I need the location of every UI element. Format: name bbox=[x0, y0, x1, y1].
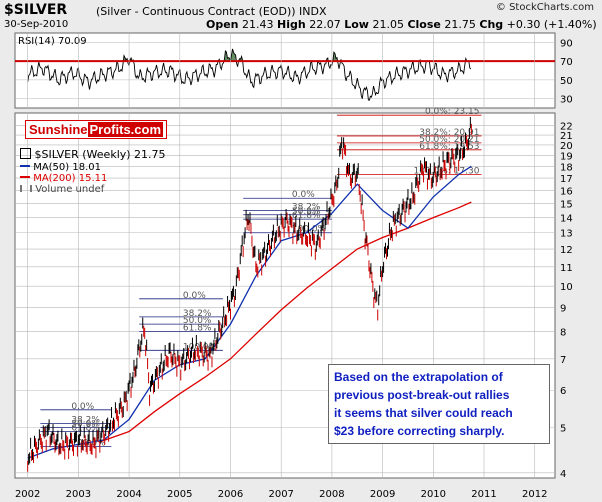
low-value: 21.05 bbox=[372, 18, 404, 31]
x-tick-label: 2007 bbox=[268, 489, 293, 500]
fib-level-label: 50.0% bbox=[71, 419, 100, 429]
price-tick-label: 5 bbox=[560, 423, 566, 434]
close-value: 21.75 bbox=[444, 18, 476, 31]
chart-date: 30-Sep-2010 bbox=[4, 19, 69, 30]
price-tick-label: 11 bbox=[560, 263, 573, 274]
x-tick-label: 2011 bbox=[471, 489, 496, 500]
x-tick-label: 2006 bbox=[218, 489, 243, 500]
price-tick-label: 17 bbox=[560, 174, 573, 185]
price-tick-label: 13 bbox=[560, 229, 573, 240]
price-tick-label: 22 bbox=[560, 122, 573, 133]
price-tick-label: 9 bbox=[560, 304, 566, 315]
logo-part-2: Profits.com bbox=[87, 122, 164, 137]
ma50-legend-icon bbox=[20, 165, 30, 167]
price-tick-label: 16 bbox=[560, 186, 573, 197]
x-tick-label: 2005 bbox=[167, 489, 192, 500]
legend-ma50-label: MA(50) 18.01 bbox=[33, 162, 101, 173]
legend-ma200: MA(200) 15.11 bbox=[20, 173, 107, 184]
fib-level-label: 61.8% bbox=[292, 211, 321, 221]
chg-label: Chg bbox=[479, 18, 504, 31]
fib-level-label: 50.0%: 20.21 bbox=[419, 135, 479, 145]
x-tick-label: 2012 bbox=[522, 489, 547, 500]
fib-level-label: 61.8% bbox=[71, 424, 100, 434]
legend-price-label: $SILVER (Weekly) 21.75 bbox=[34, 148, 166, 161]
price-tick-label: 4 bbox=[560, 469, 566, 480]
sunshine-profits-logo: Sunshine Profits.com bbox=[25, 120, 168, 139]
fib-level-label: 38.2%: 20.91 bbox=[419, 128, 479, 138]
annotation-line-4: $23 before correcting sharply. bbox=[334, 424, 505, 438]
legend-ma50: MA(50) 18.01 bbox=[20, 162, 101, 173]
stockcharts-brand: © StockCharts.com bbox=[495, 2, 594, 13]
fib-level-label: 100.0% bbox=[71, 439, 106, 449]
price-tick-label: 7 bbox=[560, 355, 566, 366]
fib-level-label: 38.2% bbox=[71, 415, 100, 425]
high-value: 22.07 bbox=[309, 18, 341, 31]
low-label: Low bbox=[344, 18, 369, 31]
price-tick-label: 14 bbox=[560, 214, 573, 225]
fib-level-label: 38.2% bbox=[183, 309, 212, 319]
fib-level-label: 0.0%: 23.15 bbox=[425, 107, 480, 117]
price-tick-label: 15 bbox=[560, 200, 573, 211]
logo-part-1: Sunshine bbox=[29, 122, 88, 137]
x-tick-label: 2004 bbox=[116, 489, 141, 500]
price-tick-label: 19 bbox=[560, 151, 573, 162]
volume-legend-icon bbox=[20, 185, 32, 192]
open-value: 21.43 bbox=[242, 18, 274, 31]
annotation-line-2: previous post-break-out rallies bbox=[334, 388, 510, 402]
legend-price: $SILVER (Weekly) 21.75 bbox=[20, 148, 166, 161]
fib-level-label: 50.0% bbox=[292, 207, 321, 217]
fib-level-label: 100.0% bbox=[292, 225, 327, 235]
rsi-line bbox=[27, 48, 472, 101]
legend-volume-label: Volume undef bbox=[35, 184, 105, 195]
high-label: High bbox=[277, 18, 306, 31]
fib-level-label: 100.0%: 17.30 bbox=[413, 167, 479, 177]
fib-level-label: 61.8% bbox=[183, 324, 212, 334]
ohlc-readout: Open 21.43 High 22.07 Low 21.05 Close 21… bbox=[206, 18, 597, 31]
fib-level-label: 38.2% bbox=[292, 202, 321, 212]
rsi-tick-label: 70 bbox=[560, 57, 573, 68]
price-tick-label: 18 bbox=[560, 162, 573, 173]
price-tick-label: 8 bbox=[560, 328, 566, 339]
price-tick-label: 12 bbox=[560, 245, 573, 256]
rsi-tick-label: 30 bbox=[560, 95, 573, 106]
symbol-title: $SILVER bbox=[4, 2, 68, 18]
x-tick-label: 2002 bbox=[15, 489, 40, 500]
rsi-tick-label: 90 bbox=[560, 38, 573, 49]
x-tick-label: 2009 bbox=[370, 489, 395, 500]
close-label: Close bbox=[407, 18, 441, 31]
ma200-legend-icon bbox=[20, 176, 30, 178]
legend-ma200-label: MA(200) 15.11 bbox=[33, 173, 108, 184]
price-tick-label: 20 bbox=[560, 141, 573, 152]
legend-volume: Volume undef bbox=[20, 184, 104, 195]
annotation-line-3: it seems that silver could reach bbox=[334, 406, 513, 420]
price-tick-label: 10 bbox=[560, 282, 573, 293]
rsi-tick-label: 50 bbox=[560, 76, 573, 87]
rsi-panel bbox=[14, 32, 556, 109]
forecast-annotation: Based on the extrapolation of previous p… bbox=[328, 364, 550, 444]
price-tick-label: 21 bbox=[560, 131, 573, 142]
fib-level-label: 0.0% bbox=[71, 402, 94, 412]
rsi-title: RSI(14) 70.09 bbox=[18, 36, 87, 47]
open-label: Open bbox=[206, 18, 239, 31]
annotation-line-1: Based on the extrapolation of bbox=[334, 370, 503, 384]
fib-level-label: 0.0% bbox=[183, 291, 206, 301]
fib-level-label: 0.0% bbox=[292, 190, 315, 200]
price-legend-icon bbox=[20, 148, 31, 159]
fib-level-label: 50.0% bbox=[183, 316, 212, 326]
chg-value: +0.30 (+1.40%) bbox=[506, 18, 597, 31]
price-bars bbox=[27, 116, 472, 472]
x-tick-label: 2003 bbox=[66, 489, 91, 500]
price-tick-label: 6 bbox=[560, 386, 566, 397]
symbol-description: (Silver - Continuous Contract (EOD)) IND… bbox=[96, 5, 327, 18]
fib-level-label: 61.8%: 19.53 bbox=[419, 142, 479, 152]
ma200-line bbox=[98, 201, 472, 443]
x-tick-label: 2008 bbox=[319, 489, 344, 500]
x-tick-label: 2010 bbox=[421, 489, 446, 500]
